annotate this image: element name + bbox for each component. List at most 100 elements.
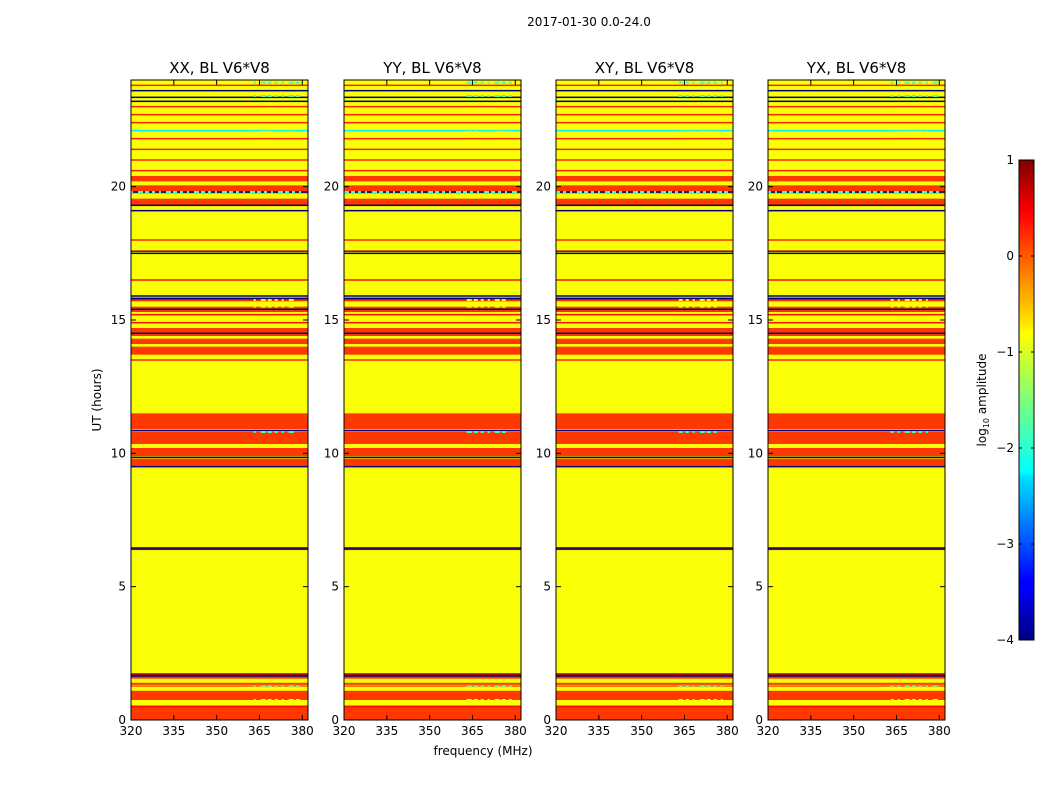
heatmap-line bbox=[556, 675, 733, 677]
colorbar-tick-label: −1 bbox=[996, 345, 1014, 359]
heatmap-speckle bbox=[274, 129, 278, 132]
heatmap-line bbox=[131, 148, 308, 151]
heatmap-band bbox=[131, 700, 308, 706]
heatmap-speckle bbox=[894, 191, 899, 193]
y-tick-label: 20 bbox=[324, 180, 339, 194]
heatmap-speckle bbox=[699, 95, 705, 97]
heatmap-speckle bbox=[918, 699, 922, 701]
heatmap-speckle bbox=[274, 699, 278, 701]
heatmap-speckle bbox=[466, 129, 472, 132]
heatmap-line bbox=[344, 429, 521, 432]
heatmap-band bbox=[768, 448, 945, 456]
heatmap-line bbox=[344, 321, 521, 324]
heatmap-speckle bbox=[407, 191, 411, 193]
heatmap-band bbox=[131, 328, 308, 336]
heatmap-speckle bbox=[501, 95, 506, 97]
heatmap-speckle bbox=[243, 191, 245, 193]
heatmap-speckle bbox=[633, 191, 638, 193]
heatmap-speckle bbox=[267, 95, 272, 97]
heatmap-line bbox=[556, 148, 733, 151]
heatmap-line bbox=[556, 100, 733, 103]
heatmap-speckle bbox=[911, 95, 916, 97]
x-tick-label: 335 bbox=[799, 724, 822, 738]
heatmap-speckle bbox=[180, 191, 183, 193]
heatmap-speckle bbox=[508, 95, 512, 97]
heatmap-band bbox=[556, 198, 733, 206]
x-tick-label: 350 bbox=[842, 724, 865, 738]
heatmap-speckle bbox=[281, 95, 284, 97]
heatmap-line bbox=[768, 121, 945, 124]
x-tick-label: 380 bbox=[504, 724, 527, 738]
heatmap-speckle bbox=[494, 305, 500, 308]
heatmap-speckle bbox=[271, 191, 273, 193]
heatmap-speckle bbox=[904, 299, 910, 301]
heatmap-band bbox=[131, 458, 308, 467]
heatmap-speckle bbox=[647, 191, 650, 193]
heatmap-speckle bbox=[918, 81, 922, 84]
heatmap-speckle bbox=[281, 81, 284, 84]
heatmap-speckle bbox=[890, 699, 894, 701]
heatmap-band bbox=[344, 176, 521, 182]
heatmap-speckle bbox=[626, 191, 628, 193]
heatmap-speckle bbox=[501, 299, 506, 301]
heatmap-speckle bbox=[685, 431, 689, 433]
heatmap-line bbox=[556, 105, 733, 108]
heatmap-speckle bbox=[713, 431, 717, 433]
panel-frame bbox=[130, 79, 309, 721]
heatmap-line bbox=[556, 548, 733, 551]
heatmap-speckle bbox=[724, 191, 728, 193]
heatmap-speckle bbox=[831, 191, 833, 193]
heatmap-speckle bbox=[897, 299, 900, 301]
x-tick-label: 365 bbox=[673, 724, 696, 738]
heatmap-band bbox=[344, 448, 521, 456]
heatmap-line bbox=[131, 105, 308, 108]
heatmap-speckle bbox=[929, 191, 933, 193]
heatmap-speckle bbox=[365, 191, 367, 193]
heatmap-line bbox=[768, 332, 945, 335]
heatmap-speckle bbox=[295, 81, 300, 84]
heatmap-speckle bbox=[159, 191, 161, 193]
heatmap-band bbox=[344, 185, 521, 194]
heatmap-line bbox=[768, 89, 945, 92]
heatmap-line bbox=[768, 100, 945, 103]
heatmap-speckle bbox=[264, 191, 267, 193]
heatmap-line bbox=[344, 137, 521, 140]
heatmap-line bbox=[768, 297, 945, 300]
heatmap-speckle bbox=[678, 685, 683, 688]
heatmap-line bbox=[768, 308, 945, 311]
heatmap-speckle bbox=[466, 431, 472, 433]
heatmap-speckle bbox=[911, 431, 916, 433]
heatmap-line bbox=[556, 308, 733, 311]
heatmap-speckle bbox=[918, 305, 922, 308]
heatmap-speckle bbox=[379, 191, 383, 193]
heatmap-speckle bbox=[685, 81, 689, 84]
heatmap-line bbox=[768, 252, 945, 255]
heatmap-speckle bbox=[260, 299, 266, 301]
heatmap-speckle bbox=[640, 191, 644, 193]
heatmap-line bbox=[131, 89, 308, 92]
heatmap-line bbox=[556, 684, 733, 687]
heatmap-band bbox=[344, 705, 521, 720]
heatmap-speckle bbox=[887, 191, 889, 193]
heatmap-speckle bbox=[480, 431, 484, 433]
heatmap-speckle bbox=[824, 191, 827, 193]
heatmap-speckle bbox=[473, 685, 478, 688]
heatmap-line bbox=[768, 359, 945, 361]
heatmap-speckle bbox=[208, 191, 211, 193]
x-tick-label: 365 bbox=[885, 724, 908, 738]
heatmap-speckle bbox=[699, 129, 705, 132]
heatmap-speckle bbox=[570, 191, 572, 193]
heatmap-speckle bbox=[699, 685, 705, 688]
y-tick-label: 5 bbox=[543, 580, 551, 594]
y-tick-label: 5 bbox=[118, 580, 126, 594]
heatmap-speckle bbox=[678, 699, 683, 701]
heatmap-band bbox=[131, 686, 308, 691]
heatmap-band bbox=[131, 185, 308, 194]
heatmap-line bbox=[131, 359, 308, 361]
heatmap-speckle bbox=[713, 305, 717, 308]
heatmap-line bbox=[344, 684, 521, 687]
heatmap-band bbox=[131, 432, 308, 444]
heatmap-speckle bbox=[267, 431, 272, 433]
heatmap-speckle bbox=[260, 685, 266, 688]
heatmap-line bbox=[556, 121, 733, 124]
